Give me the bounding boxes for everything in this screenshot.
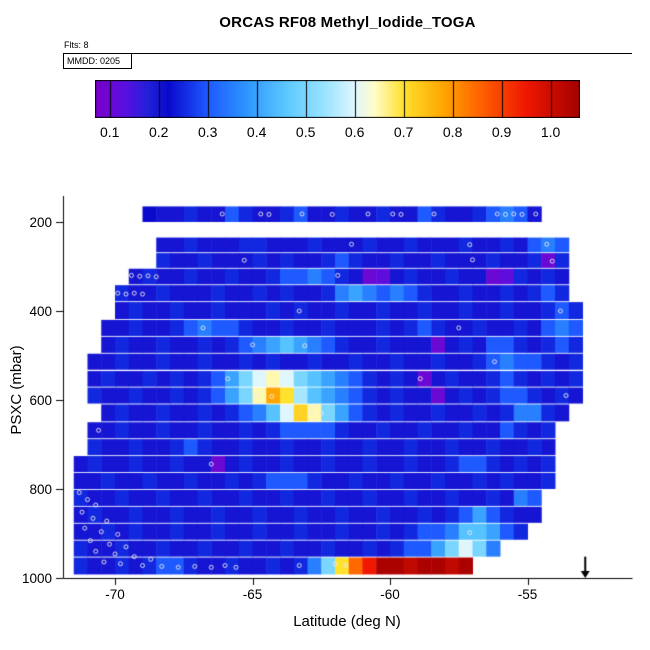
- x-axis-title: Latitude (deg N): [293, 613, 401, 630]
- y-tick-label: 600: [29, 393, 52, 408]
- y-tick-label: 800: [29, 482, 52, 497]
- x-tick-label: -65: [242, 587, 263, 602]
- y-tick-label: 400: [29, 304, 52, 319]
- x-tick-label: -60: [380, 587, 400, 602]
- x-tick-label: -55: [517, 587, 538, 602]
- y-axis-title: PSXC (mbar): [8, 345, 25, 435]
- x-tick-label: -70: [105, 587, 125, 602]
- y-tick-label: 1000: [21, 571, 52, 586]
- y-tick-label: 200: [29, 215, 52, 230]
